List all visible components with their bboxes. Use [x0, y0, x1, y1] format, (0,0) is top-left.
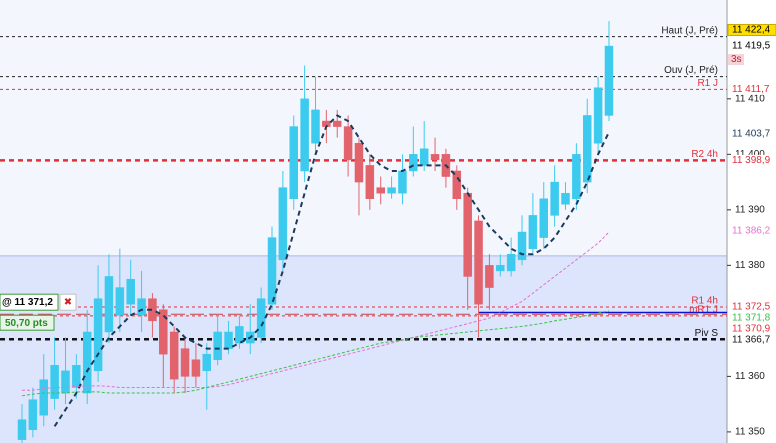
candle-body [39, 379, 48, 416]
candle-body [539, 198, 549, 238]
price-label-box [728, 128, 776, 140]
candle-body [28, 399, 38, 430]
indicator-line [22, 231, 610, 391]
candle-body [50, 365, 59, 399]
countdown: 3s [731, 54, 742, 65]
axis-area [727, 0, 776, 443]
price-label: 11 411,7 [732, 84, 770, 95]
candle-body [213, 331, 222, 360]
y-tick-label: 11 400 [735, 149, 765, 160]
price-label: 11 372,5 [732, 302, 771, 313]
y-tick-label: 11 410 [735, 93, 765, 104]
candle-body [517, 231, 527, 261]
candle-body [278, 187, 288, 261]
price-label-box [728, 83, 776, 95]
candle-body [604, 45, 614, 116]
price-label: 11 422,4 [732, 25, 771, 36]
price-label: 11 370,9 [732, 324, 771, 335]
candle-body [506, 254, 516, 272]
candle-body [572, 154, 581, 199]
level-label: R2 4h [691, 149, 718, 160]
candle-body [354, 142, 364, 183]
candle-body [115, 287, 125, 316]
candle-body [398, 170, 407, 194]
candle-body [528, 215, 538, 249]
level-label: Piv S [695, 328, 719, 339]
candle-body [224, 331, 233, 349]
candle-body [267, 237, 277, 305]
candle-body [409, 154, 418, 172]
level-label: R1 J [697, 78, 718, 89]
candle-body [485, 265, 494, 288]
candle-body [332, 120, 342, 127]
price-label: 11 366,7 [732, 335, 771, 346]
price-label-box [728, 334, 776, 346]
price-label: 11 403,7 [732, 128, 771, 139]
order-close-icon[interactable]: ✖ [64, 297, 72, 308]
candle-body [561, 192, 570, 205]
candle-body [93, 298, 103, 372]
candle-body [365, 165, 375, 199]
candle-body [311, 109, 320, 144]
level-label: Ouv (J, Pré) [664, 65, 718, 76]
candle-body [256, 298, 266, 338]
zone [0, 255, 727, 443]
order-pts: 50,70 pts [5, 318, 48, 329]
level-label: R1 4h [691, 296, 718, 307]
candle-body [17, 419, 27, 440]
candle-body [72, 365, 81, 388]
countdown-box [728, 54, 744, 66]
candle-body [343, 126, 353, 161]
price-label: 11 419,5 [732, 41, 771, 52]
level-label: mR1 J [689, 305, 718, 316]
order-close[interactable] [59, 293, 77, 311]
candle-body [137, 298, 146, 316]
price-label: 11 398,9 [732, 155, 771, 166]
price-label-box [728, 312, 776, 324]
y-tick-label: 11 360 [735, 371, 765, 382]
price-label-box [728, 40, 776, 52]
candle-body [430, 154, 440, 161]
y-tick-label: 11 390 [735, 204, 765, 215]
candle-body [126, 278, 135, 305]
pts-box [0, 314, 55, 331]
candle-body [104, 276, 114, 333]
candle-body [202, 353, 212, 372]
candle-body [550, 181, 559, 216]
candle-body [300, 98, 309, 172]
price-label: 11 386,2 [732, 226, 771, 237]
candle-body [180, 348, 190, 377]
candle-body [474, 220, 483, 305]
candle-body [419, 148, 429, 166]
price-label: 11 371,8 [732, 313, 771, 324]
level-label: Haut (J, Pré) [661, 25, 718, 36]
indicator-line [21, 310, 610, 397]
candle-body [159, 309, 168, 355]
y-tick-label: 11 380 [735, 260, 765, 271]
candle-body [235, 326, 244, 344]
order-price: @ 11 371,2 [2, 297, 53, 308]
candle-body [191, 359, 201, 377]
candle-body [61, 370, 70, 394]
y-tick-label: 11 350 [735, 427, 765, 438]
candle-body [452, 170, 462, 199]
price-label-box [727, 23, 776, 36]
candle-body [376, 187, 385, 194]
price-label-box [728, 225, 776, 237]
candle-body [82, 331, 92, 394]
candle-body [582, 115, 592, 183]
price-label-box [728, 301, 776, 313]
candle-body [496, 265, 505, 272]
price-label-box [728, 154, 776, 166]
candle-body [387, 187, 396, 194]
candle-body [463, 192, 472, 277]
price-label-box [728, 323, 776, 335]
indicator-line [53, 114, 610, 427]
order-box [0, 293, 59, 311]
candle-body [289, 126, 298, 199]
candle-body [169, 331, 179, 380]
candle-body [593, 87, 603, 144]
